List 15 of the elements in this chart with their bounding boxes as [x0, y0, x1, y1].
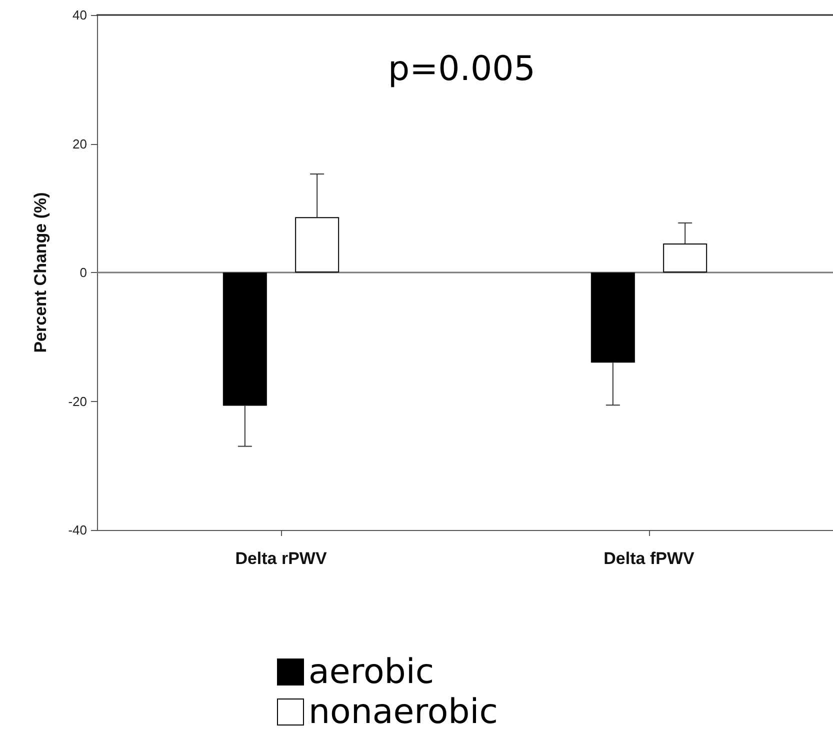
x-tick-label: Delta fPWV [604, 549, 695, 568]
y-tick-label: -20 [68, 394, 87, 409]
y-tick-label: 0 [80, 265, 87, 280]
y-tick-label: 20 [72, 136, 87, 152]
y-tick-label: -40 [68, 522, 87, 538]
annotation: p=0.005 [388, 49, 536, 89]
legend-label: aerobic [308, 652, 434, 692]
bar [590, 272, 635, 363]
x-tick-label: Delta rPWV [235, 549, 328, 568]
bar [295, 217, 340, 272]
y-axis-title: Percent Change (%) [31, 192, 50, 353]
y-tick-label: 40 [72, 8, 87, 22]
bar [663, 244, 708, 272]
legend-label: nonaerobic [308, 692, 498, 732]
bar [222, 272, 267, 406]
